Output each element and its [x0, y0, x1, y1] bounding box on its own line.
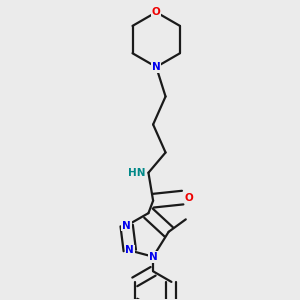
Text: N: N [122, 220, 131, 231]
Text: N: N [149, 252, 158, 262]
Text: N: N [125, 245, 134, 256]
Text: O: O [184, 193, 193, 202]
Text: O: O [152, 7, 161, 17]
Text: HN: HN [128, 168, 145, 178]
Text: N: N [152, 62, 161, 72]
